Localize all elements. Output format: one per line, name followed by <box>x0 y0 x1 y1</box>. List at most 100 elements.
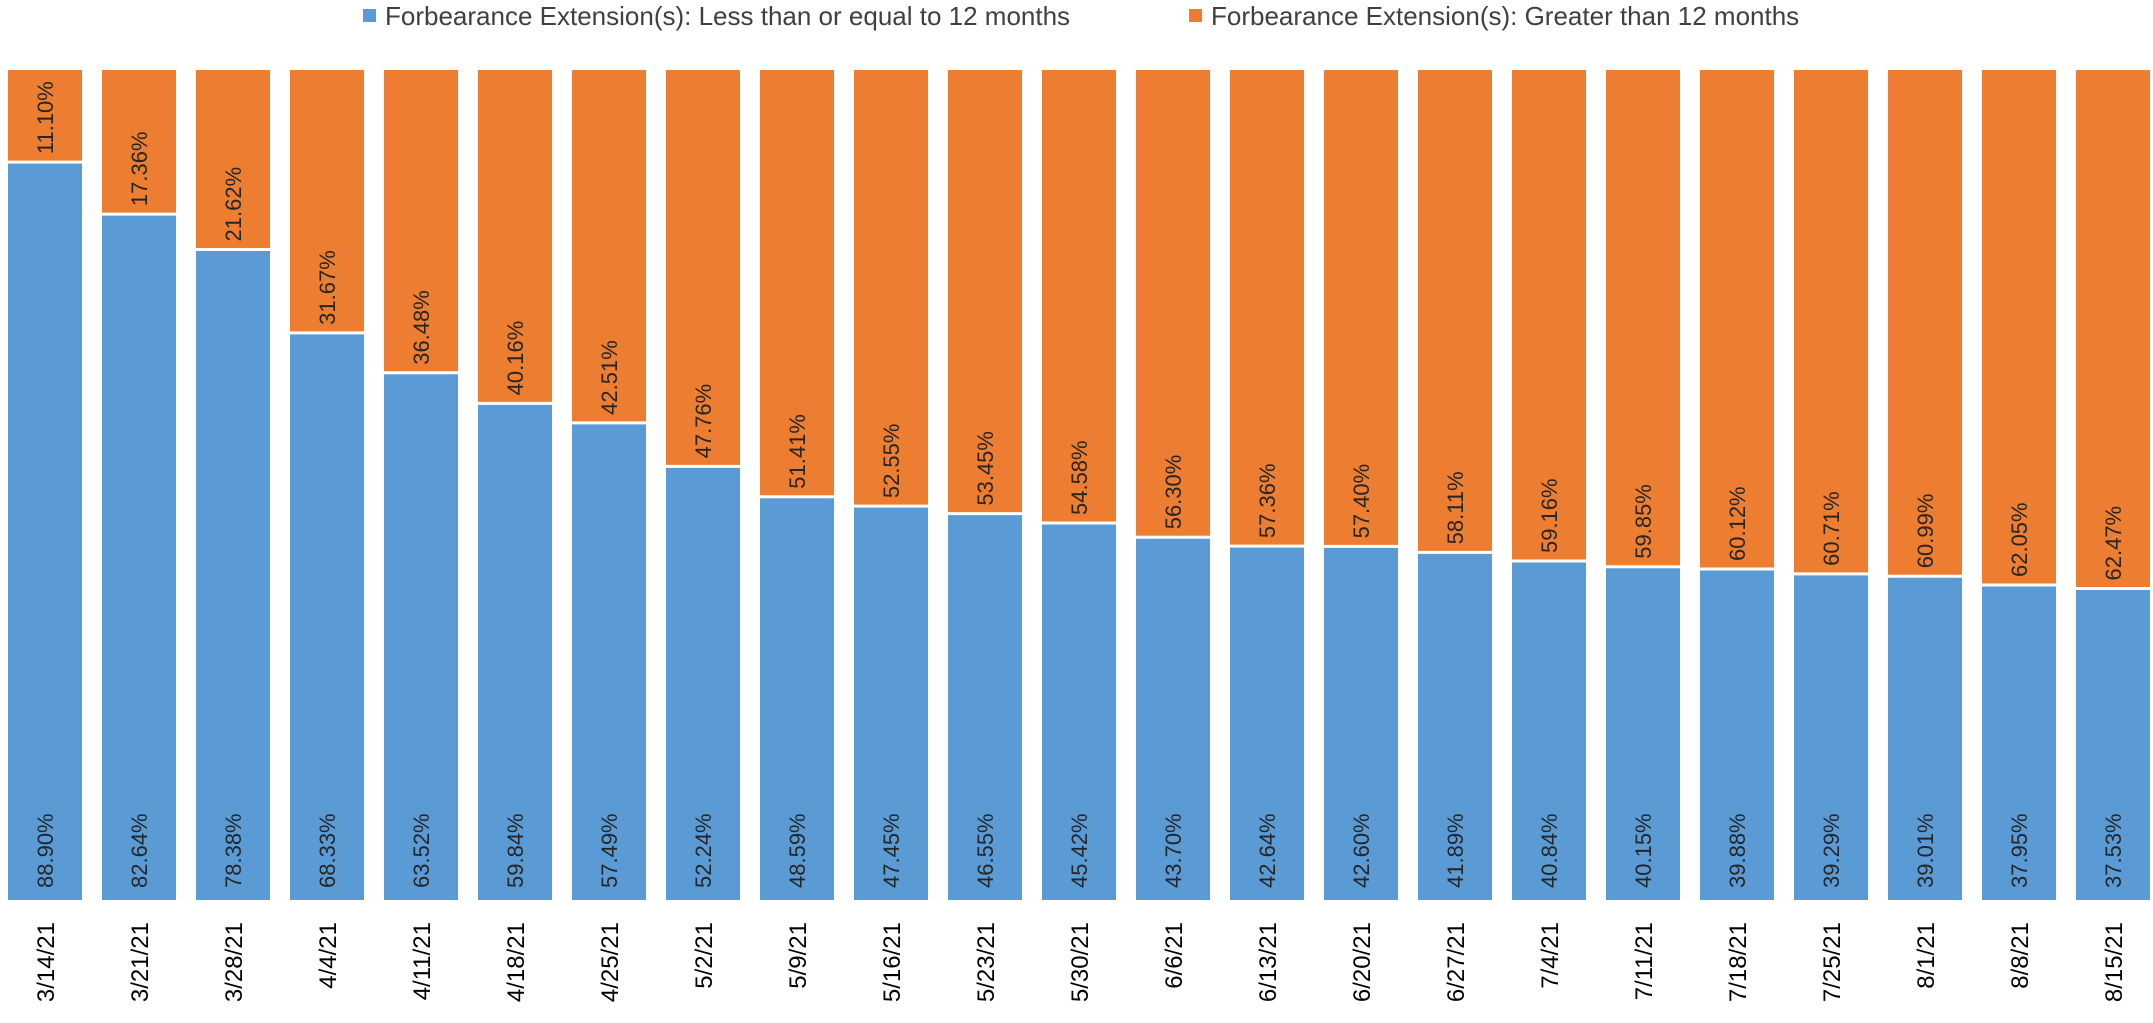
legend-label-less-than-or-equal-12-months: Forbearance Extension(s): Less than or e… <box>385 1 1070 31</box>
x-axis-tick-label: 7/11/21 <box>1631 922 1658 1000</box>
x-axis-tick-label: 5/23/21 <box>973 922 1000 1002</box>
bar-segment-greater-than-12-months <box>8 70 82 163</box>
data-label-greater-than-12-months: 62.47% <box>2101 506 2126 581</box>
bar-segment-less-than-or-equal-12-months <box>478 403 552 900</box>
x-axis-tick-label: 6/6/21 <box>1161 922 1188 989</box>
data-label-less-than-or-equal-12-months: 42.64% <box>1255 813 1280 888</box>
bar-segment-less-than-or-equal-12-months <box>2076 588 2150 900</box>
x-axis-tick-label: 8/1/21 <box>1913 922 1940 989</box>
x-axis-tick-label: 5/2/21 <box>691 922 718 989</box>
bar-segment-greater-than-12-months <box>196 70 270 250</box>
bar-segment-less-than-or-equal-12-months <box>1042 523 1116 900</box>
data-label-less-than-or-equal-12-months: 78.38% <box>221 813 246 888</box>
data-label-less-than-or-equal-12-months: 57.49% <box>597 813 622 888</box>
data-label-greater-than-12-months: 54.58% <box>1067 440 1092 515</box>
x-axis-tick-label: 4/18/21 <box>503 922 530 1002</box>
data-label-greater-than-12-months: 60.12% <box>1725 486 1750 561</box>
x-axis-tick-label: 4/4/21 <box>315 922 342 989</box>
data-label-greater-than-12-months: 21.62% <box>221 167 246 242</box>
data-label-less-than-or-equal-12-months: 52.24% <box>691 813 716 888</box>
x-axis-tick-label: 4/25/21 <box>597 922 624 1002</box>
legend-swatch-greater-than-12-months <box>1189 9 1202 22</box>
bar-segment-greater-than-12-months <box>1982 70 2056 586</box>
bar-segment-less-than-or-equal-12-months <box>666 466 740 900</box>
x-axis-tick-label: 8/8/21 <box>2007 922 2034 989</box>
data-label-less-than-or-equal-12-months: 40.15% <box>1631 813 1656 888</box>
bar-segment-less-than-or-equal-12-months <box>948 513 1022 900</box>
bar-segment-greater-than-12-months <box>1418 70 1492 553</box>
bar-segment-greater-than-12-months <box>854 70 928 507</box>
bar-segment-less-than-or-equal-12-months <box>290 332 364 901</box>
bar-segment-greater-than-12-months <box>2076 70 2150 589</box>
bar-segment-greater-than-12-months <box>666 70 740 467</box>
x-axis-tick-label: 8/15/21 <box>2101 922 2128 1002</box>
bar-segment-less-than-or-equal-12-months <box>854 506 928 900</box>
bar-segment-less-than-or-equal-12-months <box>196 249 270 901</box>
bar-segment-less-than-or-equal-12-months <box>1136 537 1210 900</box>
legend-label-greater-than-12-months: Forbearance Extension(s): Greater than 1… <box>1211 1 1799 31</box>
x-axis-tick-label: 5/16/21 <box>879 922 906 1002</box>
bar-segment-less-than-or-equal-12-months <box>1982 585 2056 900</box>
bar-segment-greater-than-12-months <box>1230 70 1304 547</box>
data-label-less-than-or-equal-12-months: 43.70% <box>1161 813 1186 888</box>
bar-segment-greater-than-12-months <box>1512 70 1586 562</box>
data-label-greater-than-12-months: 56.30% <box>1161 455 1186 530</box>
bar-segment-less-than-or-equal-12-months <box>384 372 458 900</box>
bar-segment-less-than-or-equal-12-months <box>760 496 834 900</box>
x-axis-tick-label: 7/18/21 <box>1725 922 1752 1002</box>
bar-segment-greater-than-12-months <box>1888 70 1962 577</box>
x-axis-tick-label: 5/9/21 <box>785 922 812 989</box>
bar-segment-greater-than-12-months <box>290 70 364 333</box>
data-label-greater-than-12-months: 17.36% <box>127 131 152 206</box>
data-label-less-than-or-equal-12-months: 42.60% <box>1349 813 1374 888</box>
data-label-less-than-or-equal-12-months: 37.53% <box>2101 813 2126 888</box>
data-label-greater-than-12-months: 59.85% <box>1631 484 1656 559</box>
data-label-less-than-or-equal-12-months: 48.59% <box>785 813 810 888</box>
bar-segment-greater-than-12-months <box>1700 70 1774 569</box>
bar-segment-greater-than-12-months <box>1324 70 1398 547</box>
x-axis-tick-label: 3/14/21 <box>33 922 60 1002</box>
bar-segment-less-than-or-equal-12-months <box>8 162 82 900</box>
data-label-greater-than-12-months: 11.10% <box>33 81 58 154</box>
data-label-less-than-or-equal-12-months: 59.84% <box>503 813 528 888</box>
x-axis-tick-label: 6/20/21 <box>1349 922 1376 1002</box>
bar-segment-greater-than-12-months <box>1042 70 1116 524</box>
data-label-greater-than-12-months: 60.71% <box>1819 491 1844 566</box>
data-label-less-than-or-equal-12-months: 40.84% <box>1537 813 1562 888</box>
data-label-greater-than-12-months: 53.45% <box>973 431 998 506</box>
data-label-greater-than-12-months: 36.48% <box>409 290 434 365</box>
x-axis-tick-label: 6/13/21 <box>1255 922 1282 1002</box>
x-axis-tick-label: 7/25/21 <box>1819 922 1846 1002</box>
data-label-less-than-or-equal-12-months: 39.88% <box>1725 813 1750 888</box>
data-label-less-than-or-equal-12-months: 45.42% <box>1067 813 1092 888</box>
x-axis-tick-label: 7/4/21 <box>1537 922 1564 989</box>
legend: Forbearance Extension(s): Less than or e… <box>363 1 1799 31</box>
data-label-greater-than-12-months: 47.76% <box>691 384 716 459</box>
bar-segment-greater-than-12-months <box>1606 70 1680 567</box>
x-axis-tick-label: 3/28/21 <box>221 922 248 1002</box>
bar-segment-less-than-or-equal-12-months <box>1324 546 1398 900</box>
data-label-less-than-or-equal-12-months: 39.29% <box>1819 813 1844 888</box>
data-label-less-than-or-equal-12-months: 37.95% <box>2007 813 2032 888</box>
bar-segment-greater-than-12-months <box>384 70 458 373</box>
bar-segment-less-than-or-equal-12-months <box>1794 573 1868 900</box>
x-axis-tick-label: 3/21/21 <box>127 922 154 1002</box>
data-label-greater-than-12-months: 57.36% <box>1255 463 1280 538</box>
bar-segment-less-than-or-equal-12-months <box>1418 552 1492 900</box>
data-label-less-than-or-equal-12-months: 63.52% <box>409 813 434 888</box>
bar-segment-greater-than-12-months <box>478 70 552 404</box>
data-label-greater-than-12-months: 60.99% <box>1913 494 1938 569</box>
data-label-less-than-or-equal-12-months: 88.90% <box>33 813 58 888</box>
bar-segment-greater-than-12-months <box>1136 70 1210 538</box>
data-label-less-than-or-equal-12-months: 68.33% <box>315 813 340 888</box>
data-label-less-than-or-equal-12-months: 39.01% <box>1913 813 1938 888</box>
bar-segment-less-than-or-equal-12-months <box>1700 568 1774 900</box>
bar-segment-greater-than-12-months <box>572 70 646 423</box>
bar-segment-less-than-or-equal-12-months <box>1512 561 1586 900</box>
x-axis-tick-label: 4/11/21 <box>409 922 436 1000</box>
data-label-greater-than-12-months: 58.11% <box>1443 471 1468 544</box>
bar-segment-less-than-or-equal-12-months <box>1888 576 1962 900</box>
data-label-greater-than-12-months: 42.51% <box>597 340 622 415</box>
bar-segment-greater-than-12-months <box>760 70 834 497</box>
